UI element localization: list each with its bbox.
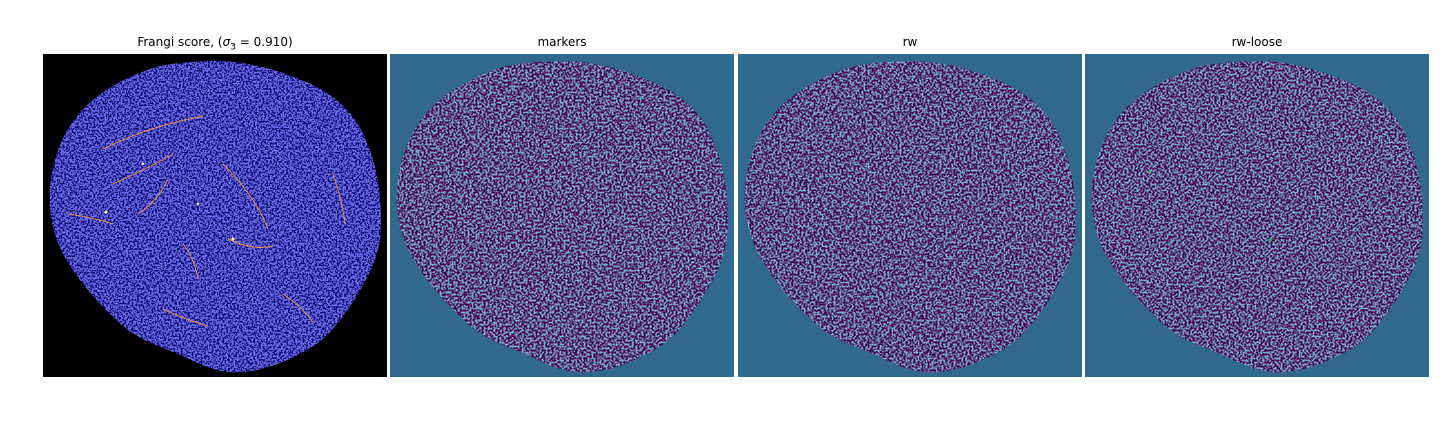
panel-title-markers: markers — [537, 35, 587, 49]
rw-loose-image — [1085, 54, 1429, 377]
rw-loose-highlight-spots — [1148, 170, 1272, 242]
rw-loose-plot — [1085, 54, 1429, 377]
panel-title-rw-loose: rw-loose — [1231, 35, 1283, 49]
frangi-vessels — [67, 115, 346, 327]
markers-plot — [390, 54, 734, 377]
frangi-bright-spots — [104, 162, 235, 241]
rw-plot — [738, 54, 1082, 377]
frangi-score-image — [43, 54, 387, 377]
panel-title-rw: rw — [902, 35, 918, 49]
rw-image — [738, 54, 1082, 377]
frangi-score-plot — [43, 54, 387, 377]
markers-image — [390, 54, 734, 377]
panel-title-frangi: Frangi score, (σ3 = 0.910) — [137, 35, 293, 53]
